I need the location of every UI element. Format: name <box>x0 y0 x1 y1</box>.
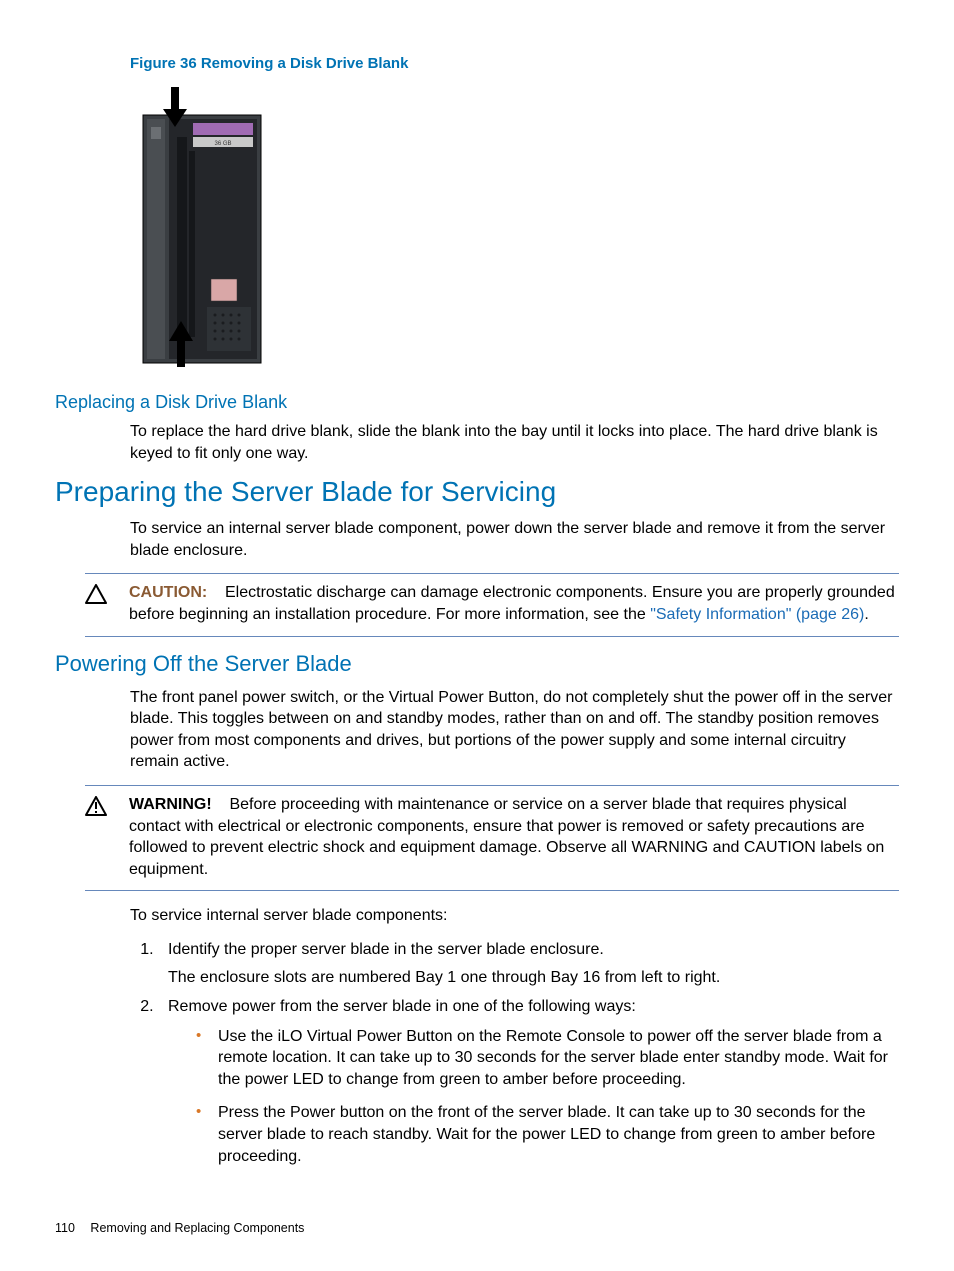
figure-image: 36 GB <box>133 87 899 372</box>
steps-intro: To service internal server blade compone… <box>130 905 899 927</box>
safety-info-link[interactable]: "Safety Information" (page 26) <box>650 606 864 623</box>
steps-list: Identify the proper server blade in the … <box>130 939 899 1167</box>
step-2-text: Remove power from the server blade in on… <box>168 998 636 1015</box>
page-number: 110 <box>55 1221 75 1235</box>
warning-text: Before proceeding with maintenance or se… <box>129 796 884 878</box>
heading-replacing: Replacing a Disk Drive Blank <box>55 392 899 413</box>
step-1: Identify the proper server blade in the … <box>158 939 899 988</box>
warning-body: WARNING! Before proceeding with maintena… <box>129 794 899 880</box>
heading-powering-text: Powering Off the Server Blade <box>55 651 352 676</box>
heading-preparing-text: Preparing the Server Blade for Servicing <box>55 476 556 507</box>
step-2-bullet-1: Use the iLO Virtual Power Button on the … <box>196 1026 899 1091</box>
svg-text:36 GB: 36 GB <box>214 141 231 147</box>
footer-title: Removing and Replacing Components <box>90 1221 304 1235</box>
step-1-text: Identify the proper server blade in the … <box>168 941 604 958</box>
disk-drive-blank-svg: 36 GB <box>133 87 271 372</box>
caution-label: CAUTION: <box>129 584 207 601</box>
warning-label: WARNING! <box>129 796 212 813</box>
warning-box: WARNING! Before proceeding with maintena… <box>85 785 899 891</box>
powering-body: The front panel power switch, or the Vir… <box>130 687 899 773</box>
replacing-body: To replace the hard drive blank, slide t… <box>130 421 899 464</box>
step-1-sub: The enclosure slots are numbered Bay 1 o… <box>168 967 899 989</box>
step-2-bullets: Use the iLO Virtual Power Button on the … <box>168 1026 899 1168</box>
heading-replacing-text: Replacing a Disk Drive Blank <box>55 392 287 412</box>
caution-box: CAUTION: Electrostatic discharge can dam… <box>85 573 899 636</box>
caution-text-after: . <box>864 606 868 623</box>
heading-powering: Powering Off the Server Blade <box>55 651 899 677</box>
caution-icon <box>85 582 129 609</box>
page-footer: 110 Removing and Replacing Components <box>55 1221 304 1235</box>
step-2: Remove power from the server blade in on… <box>158 996 899 1167</box>
step-2-bullet-2: Press the Power button on the front of t… <box>196 1102 899 1167</box>
heading-preparing: Preparing the Server Blade for Servicing <box>55 476 899 508</box>
figure-caption-text: Figure 36 Removing a Disk Drive Blank <box>130 55 408 72</box>
warning-icon <box>85 794 129 821</box>
figure-caption: Figure 36 Removing a Disk Drive Blank <box>130 55 899 72</box>
preparing-body: To service an internal server blade comp… <box>130 518 899 561</box>
caution-body: CAUTION: Electrostatic discharge can dam… <box>129 582 899 625</box>
